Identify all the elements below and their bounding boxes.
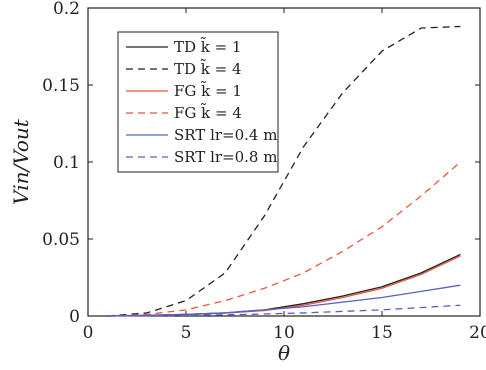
legend-label-2: TD k̃ = 4 (174, 59, 242, 78)
legend-box (117, 31, 279, 173)
x-tick-label: 0 (83, 323, 94, 343)
y-tick-label: 0.05 (42, 230, 80, 250)
x-tick-label: 5 (181, 323, 192, 343)
y-tick-label: 0.2 (53, 0, 80, 19)
legend-label-4: FG k̃ = 4 (174, 103, 242, 122)
x-axis-ticks: 0 5 10 15 20 (83, 8, 486, 343)
x-tick-label: 20 (469, 323, 486, 343)
x-tick-label: 15 (371, 323, 393, 343)
legend-label-6: SRT lr=0.8 m (174, 148, 277, 166)
y-tick-label: 0.1 (53, 153, 80, 173)
series-line-1 (107, 253, 461, 317)
y-tick-label: 0.15 (42, 76, 80, 96)
legend-label-5: SRT lr=0.4 m (174, 126, 277, 144)
y-tick-label: 0 (69, 307, 80, 327)
series-line-2 (107, 25, 461, 317)
y-axis-ticks: 0 0.05 0.1 0.15 0.2 (42, 0, 480, 327)
x-axis-label: θ (278, 341, 290, 365)
legend: TD k̃ = 1 TD k̃ = 4 FG k̃ = 1 FG k̃ = 4 SRT … (117, 31, 279, 173)
legend-label-3: FG k̃ = 1 (174, 81, 242, 100)
series-line-6 (107, 304, 461, 317)
series-line-4 (107, 161, 461, 317)
legend-label-1: TD k̃ = 1 (174, 37, 242, 56)
x-tick-label: 10 (273, 323, 295, 343)
series-lines (107, 25, 461, 317)
y-axis-label: Vin/Vout (9, 118, 33, 205)
series-line-5 (107, 284, 461, 317)
